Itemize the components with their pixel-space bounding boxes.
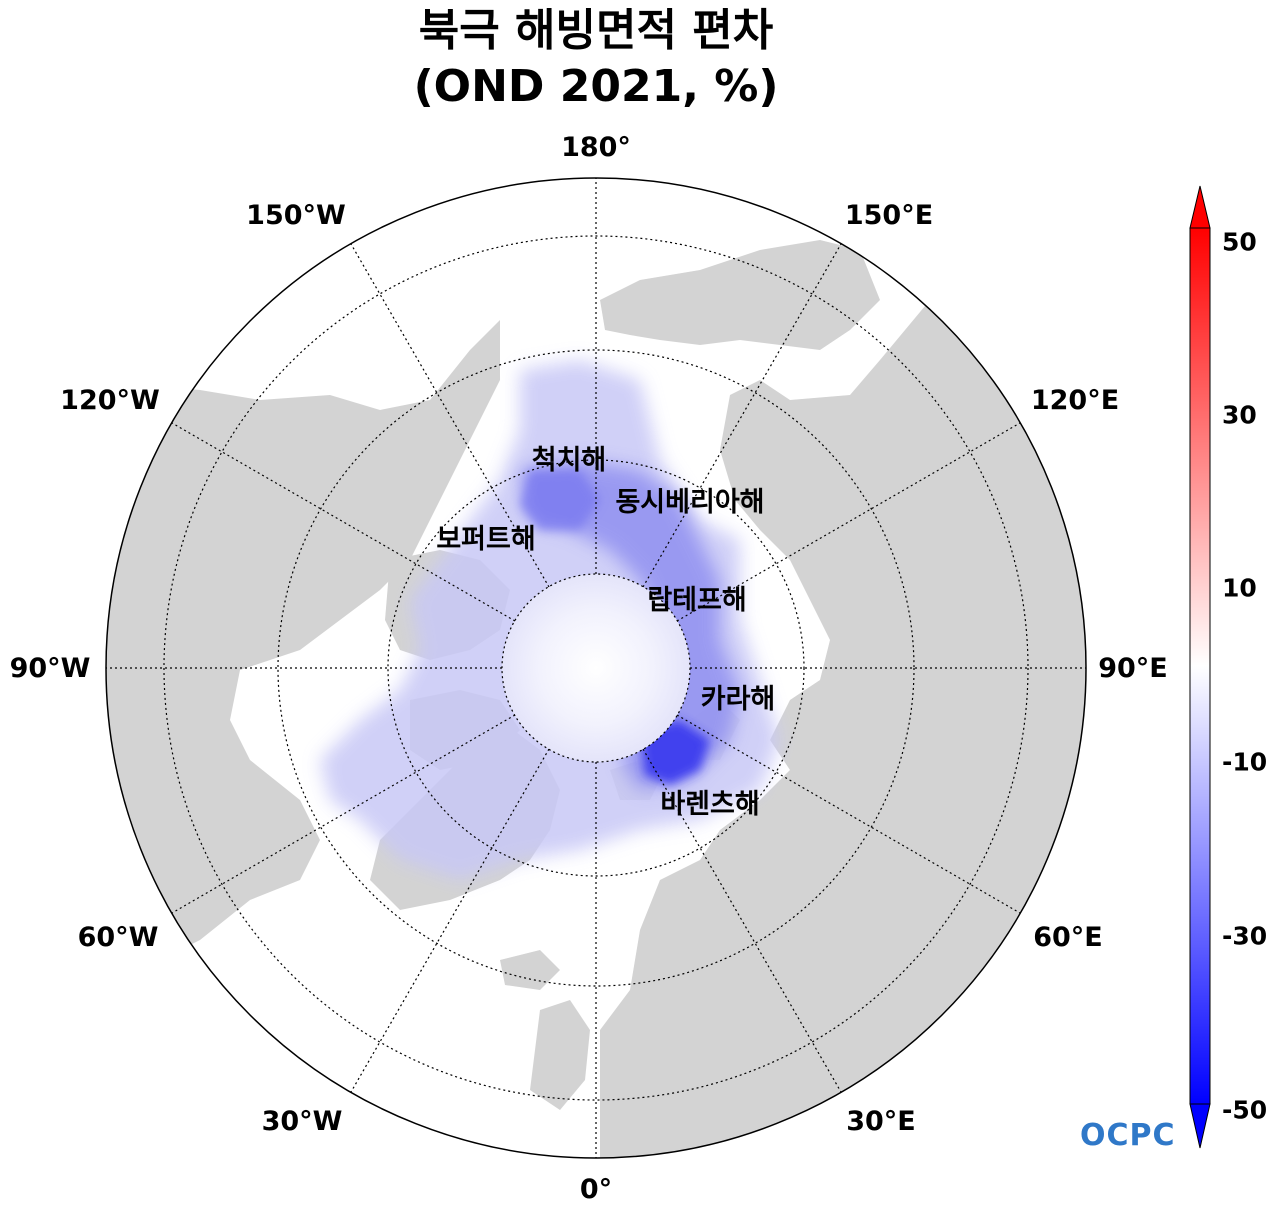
lat-circle-50 — [163, 235, 1029, 1101]
lon-label-30e: 30°E — [846, 1106, 916, 1137]
colorbar-tick-neg10: -10 — [1222, 747, 1268, 777]
region-label-chukchi: 척치해 — [532, 445, 607, 476]
meridian-150e — [642, 243, 842, 588]
map-content — [106, 178, 1086, 1158]
meridian-60e — [676, 714, 1021, 914]
colorbar-tick-50: 50 — [1222, 227, 1257, 257]
region-label-laptev: 랍테프해 — [647, 585, 746, 616]
anomaly-medium — [520, 460, 740, 790]
region-label-east-siberian: 동시베리아해 — [615, 487, 764, 518]
meridian-30e — [642, 748, 842, 1093]
region-label-kara: 카라해 — [701, 684, 776, 715]
map-boundary — [105, 177, 1087, 1159]
meridian-120e — [676, 422, 1021, 622]
region-label-beaufort: 보퍼트해 — [436, 524, 535, 555]
meridian-30w — [350, 748, 550, 1093]
chart-title: 북극 해빙면적 편차 — [418, 5, 774, 56]
land-chukotka — [600, 240, 880, 350]
colorbar-tick-10: 10 — [1222, 573, 1257, 603]
lon-label-120w: 120°W — [60, 385, 160, 416]
lon-label-90e: 90°E — [1098, 653, 1168, 684]
lon-label-90w: 90°W — [10, 653, 91, 684]
land-uk — [530, 1000, 590, 1110]
colorbar-min-arrow — [1189, 1103, 1211, 1149]
lon-label-30w: 30°W — [262, 1106, 343, 1137]
meridian-60w — [171, 714, 516, 914]
colorbar-tick-neg50: -50 — [1222, 1095, 1268, 1125]
lat-circle-70 — [387, 459, 805, 877]
anomaly-chukchi — [520, 470, 600, 530]
lon-label-180: 180° — [561, 132, 631, 163]
meridian-150w — [350, 243, 550, 588]
colorbar-tick-30: 30 — [1222, 400, 1257, 430]
colorbar-gradient — [1189, 227, 1211, 1105]
land-iceland — [500, 950, 560, 990]
meridians — [106, 178, 1086, 1158]
colorbar — [1189, 185, 1211, 1149]
lon-label-60w: 60°W — [78, 922, 159, 953]
pole-region — [502, 574, 690, 762]
land-north-america — [106, 320, 500, 960]
colorbar-tick-neg30: -30 — [1222, 921, 1268, 951]
chart-subtitle: (OND 2021, %) — [413, 61, 779, 112]
lon-label-150w: 150°W — [246, 200, 346, 231]
longitude-labels: 180° 150°W 150°E 120°W 120°E 90°W 90°E 6… — [10, 132, 1168, 1205]
lon-label-120e: 120°E — [1031, 385, 1119, 416]
lon-label-150e: 150°E — [845, 200, 933, 231]
lat-circle-60 — [277, 349, 915, 987]
land-eurasia — [600, 250, 1086, 1158]
ocpc-logo: OCPC — [1080, 1118, 1176, 1153]
lon-label-0: 0° — [580, 1174, 612, 1205]
colorbar-max-arrow — [1189, 185, 1211, 229]
region-label-barents: 바렌츠해 — [660, 789, 759, 820]
meridian-120w — [171, 422, 516, 622]
lon-label-60e: 60°E — [1033, 922, 1103, 953]
region-labels: 척치해 동시베리아해 보퍼트해 랍테프해 카라해 바렌츠해 — [436, 445, 775, 820]
